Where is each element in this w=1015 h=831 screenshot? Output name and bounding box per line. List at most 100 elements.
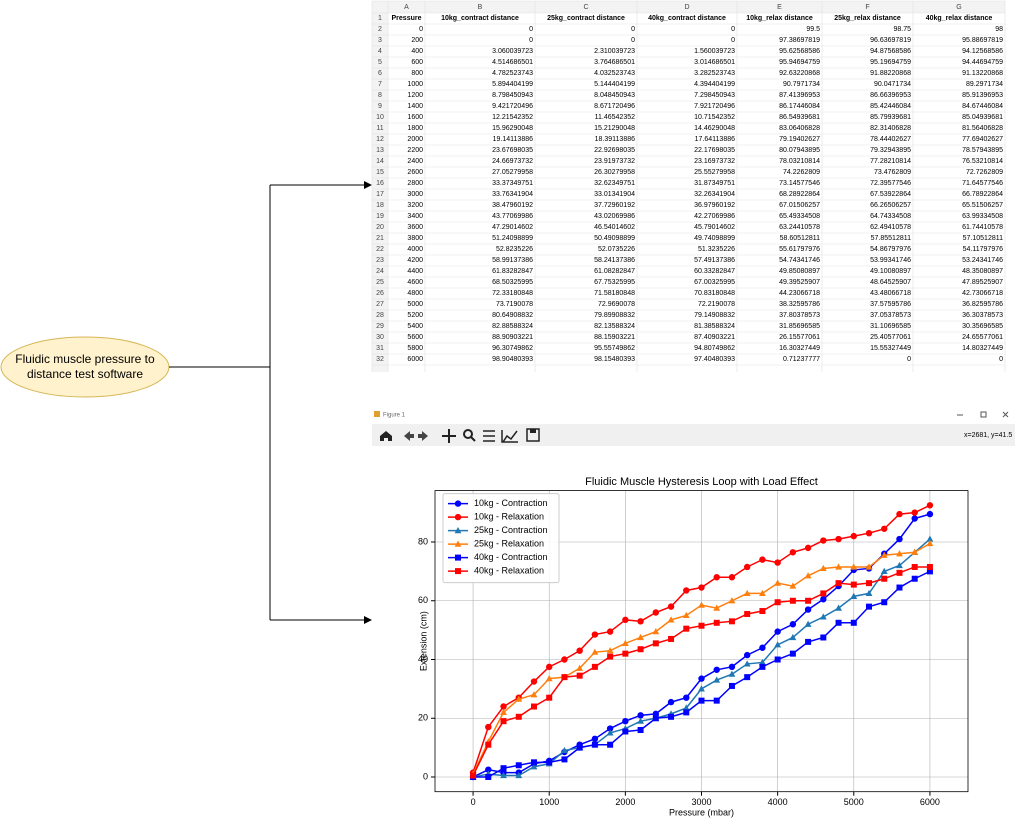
- data-point: [865, 563, 873, 570]
- cell: 98.90480393: [492, 356, 533, 363]
- data-point: [713, 666, 720, 673]
- axes-button[interactable]: [501, 430, 518, 443]
- data-point: [865, 589, 873, 597]
- cell: 51.3235226: [698, 246, 735, 253]
- data-point: [591, 735, 599, 743]
- data-point: [896, 569, 903, 576]
- legend-marker: [455, 568, 461, 575]
- data-point: [698, 675, 705, 682]
- data-point: [789, 633, 797, 641]
- cell: 86.17446084: [779, 103, 820, 110]
- cell: 4000: [407, 246, 423, 253]
- cell: 42.73066718: [962, 290, 1003, 297]
- cell: 81.56406828: [962, 125, 1003, 132]
- data-point: [500, 708, 507, 715]
- configure-button[interactable]: [483, 430, 495, 442]
- cell: 8.798450943: [492, 92, 533, 99]
- data-point: [911, 515, 918, 522]
- y-tick-label: 40: [418, 654, 428, 664]
- cell: 61.83282847: [492, 268, 533, 275]
- cell: 80.07943895: [779, 147, 820, 154]
- legend-label: 25kg - Contraction: [474, 525, 548, 535]
- cell: 33.01341904: [594, 191, 635, 198]
- data-point: [926, 539, 934, 547]
- cell: 78.57943895: [962, 147, 1003, 154]
- cell: 62.49410578: [870, 224, 911, 231]
- forward-button[interactable]: [418, 431, 428, 441]
- maximize-button[interactable]: [980, 411, 987, 418]
- back-button[interactable]: [404, 431, 414, 441]
- cell: 68.50325995: [492, 279, 533, 286]
- cell: 0: [731, 37, 735, 44]
- cell: 73.4762809: [874, 169, 911, 176]
- cell: 63.24410578: [779, 224, 820, 231]
- plot-frame: [434, 490, 969, 793]
- data-point: [774, 559, 781, 566]
- data-point: [546, 694, 553, 701]
- row-number: 4: [378, 48, 382, 55]
- data-point: [743, 651, 751, 659]
- cell: 57.85512811: [871, 235, 911, 242]
- legend-label: 10kg - Relaxation: [474, 511, 544, 521]
- legend-label: 40kg - Relaxation: [474, 565, 544, 575]
- cell: 3800: [407, 235, 423, 242]
- data-point: [530, 759, 537, 766]
- cell: 4.514686501: [492, 59, 533, 66]
- row-number: 23: [376, 257, 384, 264]
- column-header: 10kg_relax distance: [746, 15, 813, 22]
- cell: 3.060039723: [492, 48, 533, 55]
- cell: 4600: [407, 279, 423, 286]
- close-button[interactable]: [1002, 411, 1009, 418]
- cell: 5.894404199: [492, 81, 533, 88]
- cell: 16.30327449: [779, 345, 820, 352]
- data-point: [668, 713, 675, 720]
- data-point: [835, 580, 842, 587]
- cell: 400: [411, 48, 423, 55]
- row-number: 20: [376, 224, 384, 231]
- cell: 97.40480393: [694, 356, 735, 363]
- cell: 58.24137386: [594, 257, 635, 264]
- window-title: Figure 1: [383, 413, 406, 419]
- cell: 47.29014602: [492, 224, 533, 231]
- data-point: [561, 756, 568, 763]
- data-point: [911, 575, 918, 582]
- cell: 22.17698035: [694, 147, 735, 154]
- cell: 43.02069986: [594, 213, 635, 220]
- data-point: [485, 741, 492, 748]
- cursor-status: x=2681, y=41.5: [964, 432, 1012, 439]
- data-point: [774, 628, 781, 635]
- zoom-button[interactable]: [463, 429, 476, 442]
- cell: 94.44694759: [962, 59, 1003, 66]
- data-point: [713, 697, 720, 704]
- data-point: [804, 606, 812, 613]
- row-number: 5: [378, 59, 382, 66]
- data-point: [728, 663, 736, 671]
- data-point: [881, 575, 888, 582]
- pan-button[interactable]: [442, 429, 456, 443]
- row-number: 24: [376, 268, 384, 275]
- row-number: 26: [376, 290, 384, 297]
- cell: 46.54014602: [594, 224, 635, 231]
- data-point: [774, 579, 782, 586]
- cell: 77.28210814: [870, 158, 911, 165]
- cell: 57.10512811: [963, 235, 1003, 242]
- data-point: [485, 766, 492, 773]
- cell: 37.72960192: [594, 202, 635, 209]
- row-number: 31: [376, 345, 384, 352]
- data-point: [530, 703, 537, 710]
- column-letter: A: [404, 4, 409, 11]
- row-number: 16: [376, 180, 384, 187]
- home-button[interactable]: [380, 431, 392, 441]
- cell: 98.15480393: [594, 356, 635, 363]
- data-point: [819, 564, 827, 572]
- cell: 96.63697819: [870, 37, 911, 44]
- legend-marker: [455, 554, 461, 561]
- cell: 60.33282847: [694, 268, 735, 275]
- chart-title: Fluidic Muscle Hysteresis Loop with Load…: [585, 476, 818, 488]
- data-point: [576, 664, 584, 671]
- cell: 43.77069986: [492, 213, 533, 220]
- save-button[interactable]: [526, 428, 540, 442]
- data-point: [850, 581, 857, 588]
- legend-marker: [454, 513, 462, 521]
- cell: 79.14908832: [694, 312, 735, 319]
